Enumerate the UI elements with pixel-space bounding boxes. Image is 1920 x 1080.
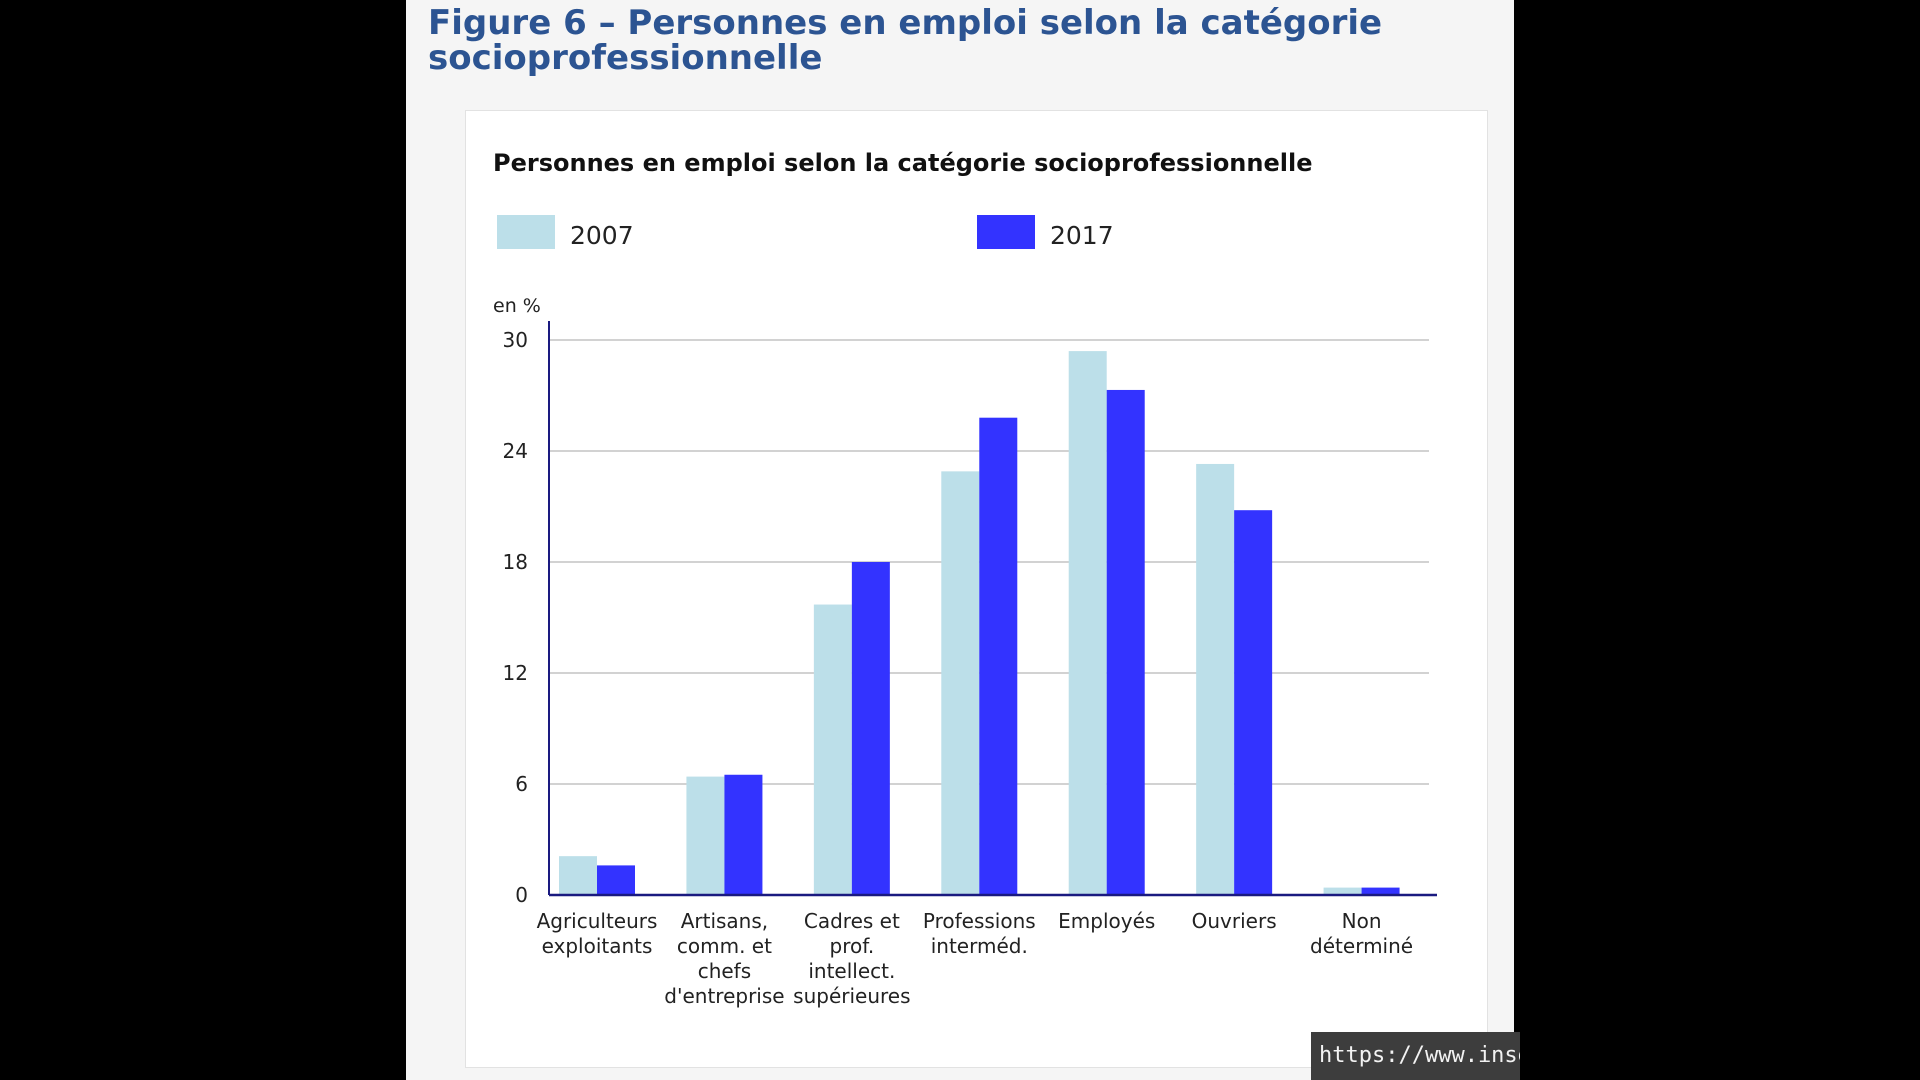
bar-2017-5 (1234, 510, 1273, 895)
bar-2017-2 (851, 562, 890, 895)
x-tick-label: Ouvriers (1192, 909, 1277, 933)
x-tick-label: Cadres et prof. intellect. supérieures (793, 909, 910, 1008)
x-tick-label: Professions interméd. (923, 909, 1036, 958)
axes (548, 321, 1437, 897)
y-axis-ticks: 0 6 12 18 24 30 (503, 328, 528, 907)
bar-2007-1 (686, 776, 725, 895)
bar-2007-0 (559, 856, 597, 895)
chart-card: Personnes en emploi selon la catégorie s… (465, 110, 1488, 1068)
bar-2007-5 (1196, 463, 1235, 895)
y-axis-unit-label: en % (493, 295, 541, 317)
legend-label-2017: 2017 (1050, 221, 1114, 250)
y-tick-label: 30 (503, 328, 528, 352)
legend-label-2007: 2007 (570, 221, 634, 250)
bar-2007-4 (1068, 351, 1107, 896)
figure-title: Figure 6 – Personnes en emploi selon la … (428, 3, 1383, 78)
x-tick-label: Artisans, comm. et chefs d'entreprise (664, 909, 784, 1008)
bar-chart: Personnes en emploi selon la catégorie s… (493, 149, 1437, 1008)
legend-swatch-2017 (977, 215, 1035, 249)
bar-2017-4 (1106, 389, 1145, 895)
figure-panel: Figure 6 – Personnes en emploi selon la … (406, 0, 1514, 1080)
y-tick-label: 6 (515, 772, 528, 796)
source-url: https://www.insee.fr/fr/statistiques/367… (1311, 1032, 1520, 1080)
bar-2017-1 (724, 774, 763, 895)
x-tick-label: Agriculteurs exploitants (537, 909, 658, 958)
bar-2007-6 (1323, 887, 1362, 895)
y-tick-label: 18 (503, 550, 528, 574)
legend: 2007 2017 (497, 215, 1114, 250)
x-tick-label: Employés (1058, 909, 1155, 933)
x-tick-label: Non déterminé (1310, 909, 1413, 958)
y-tick-label: 24 (503, 439, 528, 463)
chart-title: Personnes en emploi selon la catégorie s… (493, 149, 1312, 177)
y-tick-label: 12 (503, 661, 528, 685)
legend-swatch-2007 (497, 215, 555, 249)
bar-2017-6 (1361, 887, 1400, 895)
bar-2017-0 (597, 865, 635, 895)
y-tick-label: 0 (515, 883, 528, 907)
bars (559, 351, 1400, 896)
bar-2007-3 (941, 471, 980, 895)
bar-2017-3 (979, 417, 1018, 895)
bar-2007-2 (813, 604, 852, 895)
